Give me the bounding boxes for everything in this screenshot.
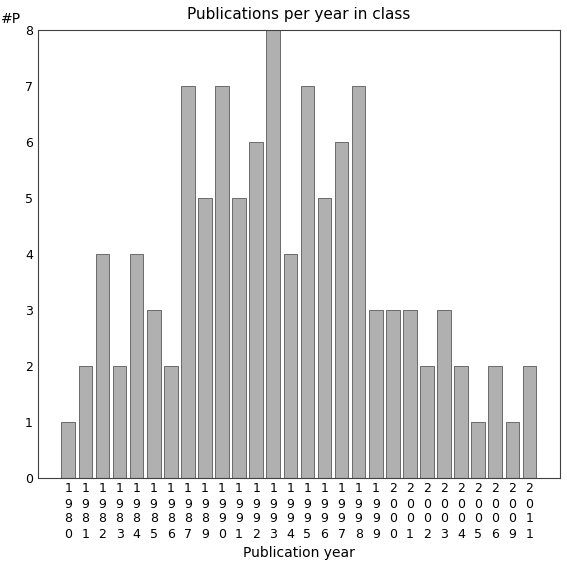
X-axis label: Publication year: Publication year bbox=[243, 546, 355, 560]
Bar bbox=[181, 86, 194, 477]
Bar bbox=[266, 30, 280, 477]
Bar bbox=[284, 254, 297, 477]
Bar bbox=[301, 86, 314, 477]
Bar bbox=[198, 198, 211, 477]
Bar bbox=[523, 366, 536, 477]
Bar bbox=[454, 366, 468, 477]
Bar bbox=[420, 366, 434, 477]
Bar bbox=[352, 86, 366, 477]
Bar bbox=[147, 310, 160, 477]
Bar bbox=[403, 310, 417, 477]
Bar bbox=[215, 86, 229, 477]
Bar bbox=[164, 366, 177, 477]
Bar bbox=[249, 142, 263, 477]
Text: #P: #P bbox=[1, 11, 22, 26]
Bar bbox=[506, 422, 519, 477]
Bar bbox=[130, 254, 143, 477]
Bar bbox=[96, 254, 109, 477]
Bar bbox=[471, 422, 485, 477]
Bar bbox=[318, 198, 331, 477]
Bar bbox=[437, 310, 451, 477]
Title: Publications per year in class: Publications per year in class bbox=[187, 7, 411, 22]
Bar bbox=[489, 366, 502, 477]
Bar bbox=[61, 422, 75, 477]
Bar bbox=[78, 366, 92, 477]
Bar bbox=[386, 310, 400, 477]
Bar bbox=[335, 142, 348, 477]
Bar bbox=[113, 366, 126, 477]
Bar bbox=[369, 310, 383, 477]
Bar bbox=[232, 198, 246, 477]
